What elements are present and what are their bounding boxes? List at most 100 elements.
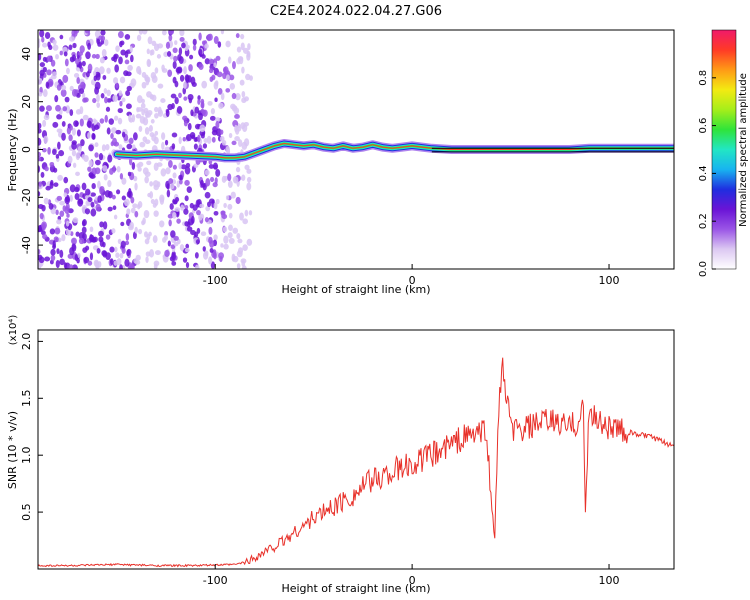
noise-speck — [117, 117, 123, 125]
noise-speck — [165, 109, 170, 118]
noise-speck — [185, 74, 190, 84]
noise-speck — [201, 54, 206, 59]
noise-speck — [81, 92, 86, 99]
noise-speck — [96, 94, 100, 103]
noise-speck — [183, 81, 187, 89]
noise-speck — [44, 256, 51, 262]
noise-speck — [101, 144, 106, 152]
noise-speck — [146, 91, 152, 98]
noise-speck — [202, 251, 209, 260]
noise-speck — [74, 193, 80, 200]
noise-speck — [45, 185, 51, 191]
noise-speck — [112, 137, 118, 146]
noise-speck — [90, 201, 95, 208]
noise-speck — [79, 118, 84, 127]
noise-speck — [213, 62, 217, 68]
noise-speck — [244, 209, 249, 217]
noise-speck — [136, 95, 143, 104]
noise-speck — [198, 214, 203, 221]
noise-speck — [174, 207, 181, 212]
noise-speck — [124, 34, 131, 40]
noise-speck — [94, 142, 99, 148]
noise-speck — [42, 42, 48, 48]
noise-speck — [197, 134, 201, 143]
noise-speck — [185, 261, 190, 269]
noise-speck — [144, 127, 150, 135]
noise-speck — [133, 132, 138, 141]
noise-speck — [183, 120, 188, 127]
noise-speck — [176, 218, 181, 224]
noise-speck — [220, 210, 226, 216]
colorbar-label: Normalized spectral amplitude — [738, 73, 749, 227]
noise-speck — [153, 260, 160, 267]
noise-speck — [186, 226, 193, 232]
noise-speck — [52, 240, 56, 248]
noise-speck — [161, 30, 167, 36]
noise-speck — [90, 192, 96, 197]
noise-speck — [77, 252, 81, 258]
noise-speck — [38, 137, 42, 146]
noise-speck — [231, 105, 238, 111]
noise-speck — [50, 59, 56, 67]
noise-speck — [174, 96, 179, 105]
noise-speck — [162, 236, 167, 243]
noise-field — [38, 30, 253, 269]
noise-speck — [78, 61, 83, 69]
noise-speck — [178, 162, 182, 170]
noise-speck — [231, 140, 237, 146]
noise-speck — [173, 235, 179, 241]
noise-speck — [215, 168, 221, 177]
noise-speck — [42, 89, 48, 97]
y-tick-label: 40 — [20, 47, 33, 61]
noise-speck — [133, 175, 138, 182]
figure-title: C2E4.2024.022.04.27.G06 — [270, 4, 442, 19]
noise-speck — [134, 259, 141, 265]
noise-speck — [210, 108, 216, 115]
noise-speck — [39, 30, 45, 38]
noise-speck — [145, 77, 150, 86]
noise-speck — [124, 59, 130, 65]
noise-speck — [184, 221, 189, 227]
noise-speck — [198, 63, 204, 71]
noise-speck — [59, 258, 66, 266]
noise-speck — [113, 246, 118, 253]
noise-speck — [71, 142, 77, 150]
noise-speck — [111, 56, 116, 61]
noise-speck — [92, 133, 96, 140]
noise-speck — [248, 210, 253, 216]
noise-speck — [167, 240, 171, 247]
noise-speck — [119, 40, 123, 48]
noise-speck — [223, 243, 229, 250]
noise-speck — [148, 125, 153, 132]
noise-speck — [241, 141, 248, 150]
top-x-ticks: -100 0 100 — [203, 264, 620, 287]
noise-speck — [172, 164, 177, 170]
bottom-y-ticks: 0.5 1.0 1.5 2.0 — [20, 333, 43, 521]
colorbar-tick-label: 0.0 — [698, 261, 709, 277]
noise-speck — [85, 188, 91, 196]
noise-speck — [184, 247, 190, 253]
colorbar-gradient — [711, 29, 737, 270]
noise-speck — [143, 231, 148, 238]
noise-speck — [56, 128, 63, 133]
noise-speck — [116, 165, 121, 173]
noise-speck — [235, 166, 241, 173]
noise-speck — [167, 69, 173, 78]
noise-speck — [39, 105, 45, 112]
noise-speck — [111, 127, 117, 134]
noise-speck — [142, 136, 148, 143]
noise-speck — [99, 118, 105, 124]
snr-frame — [37, 329, 675, 570]
noise-speck — [124, 240, 130, 246]
noise-speck — [150, 71, 157, 80]
noise-speck — [182, 136, 186, 142]
noise-speck — [75, 152, 81, 161]
noise-speck — [153, 210, 159, 217]
noise-speck — [242, 47, 249, 54]
noise-speck — [204, 169, 210, 176]
noise-speck — [56, 195, 63, 201]
noise-speck — [130, 207, 136, 214]
noise-speck — [43, 135, 49, 144]
noise-speck — [54, 95, 59, 103]
noise-speck — [137, 201, 143, 209]
